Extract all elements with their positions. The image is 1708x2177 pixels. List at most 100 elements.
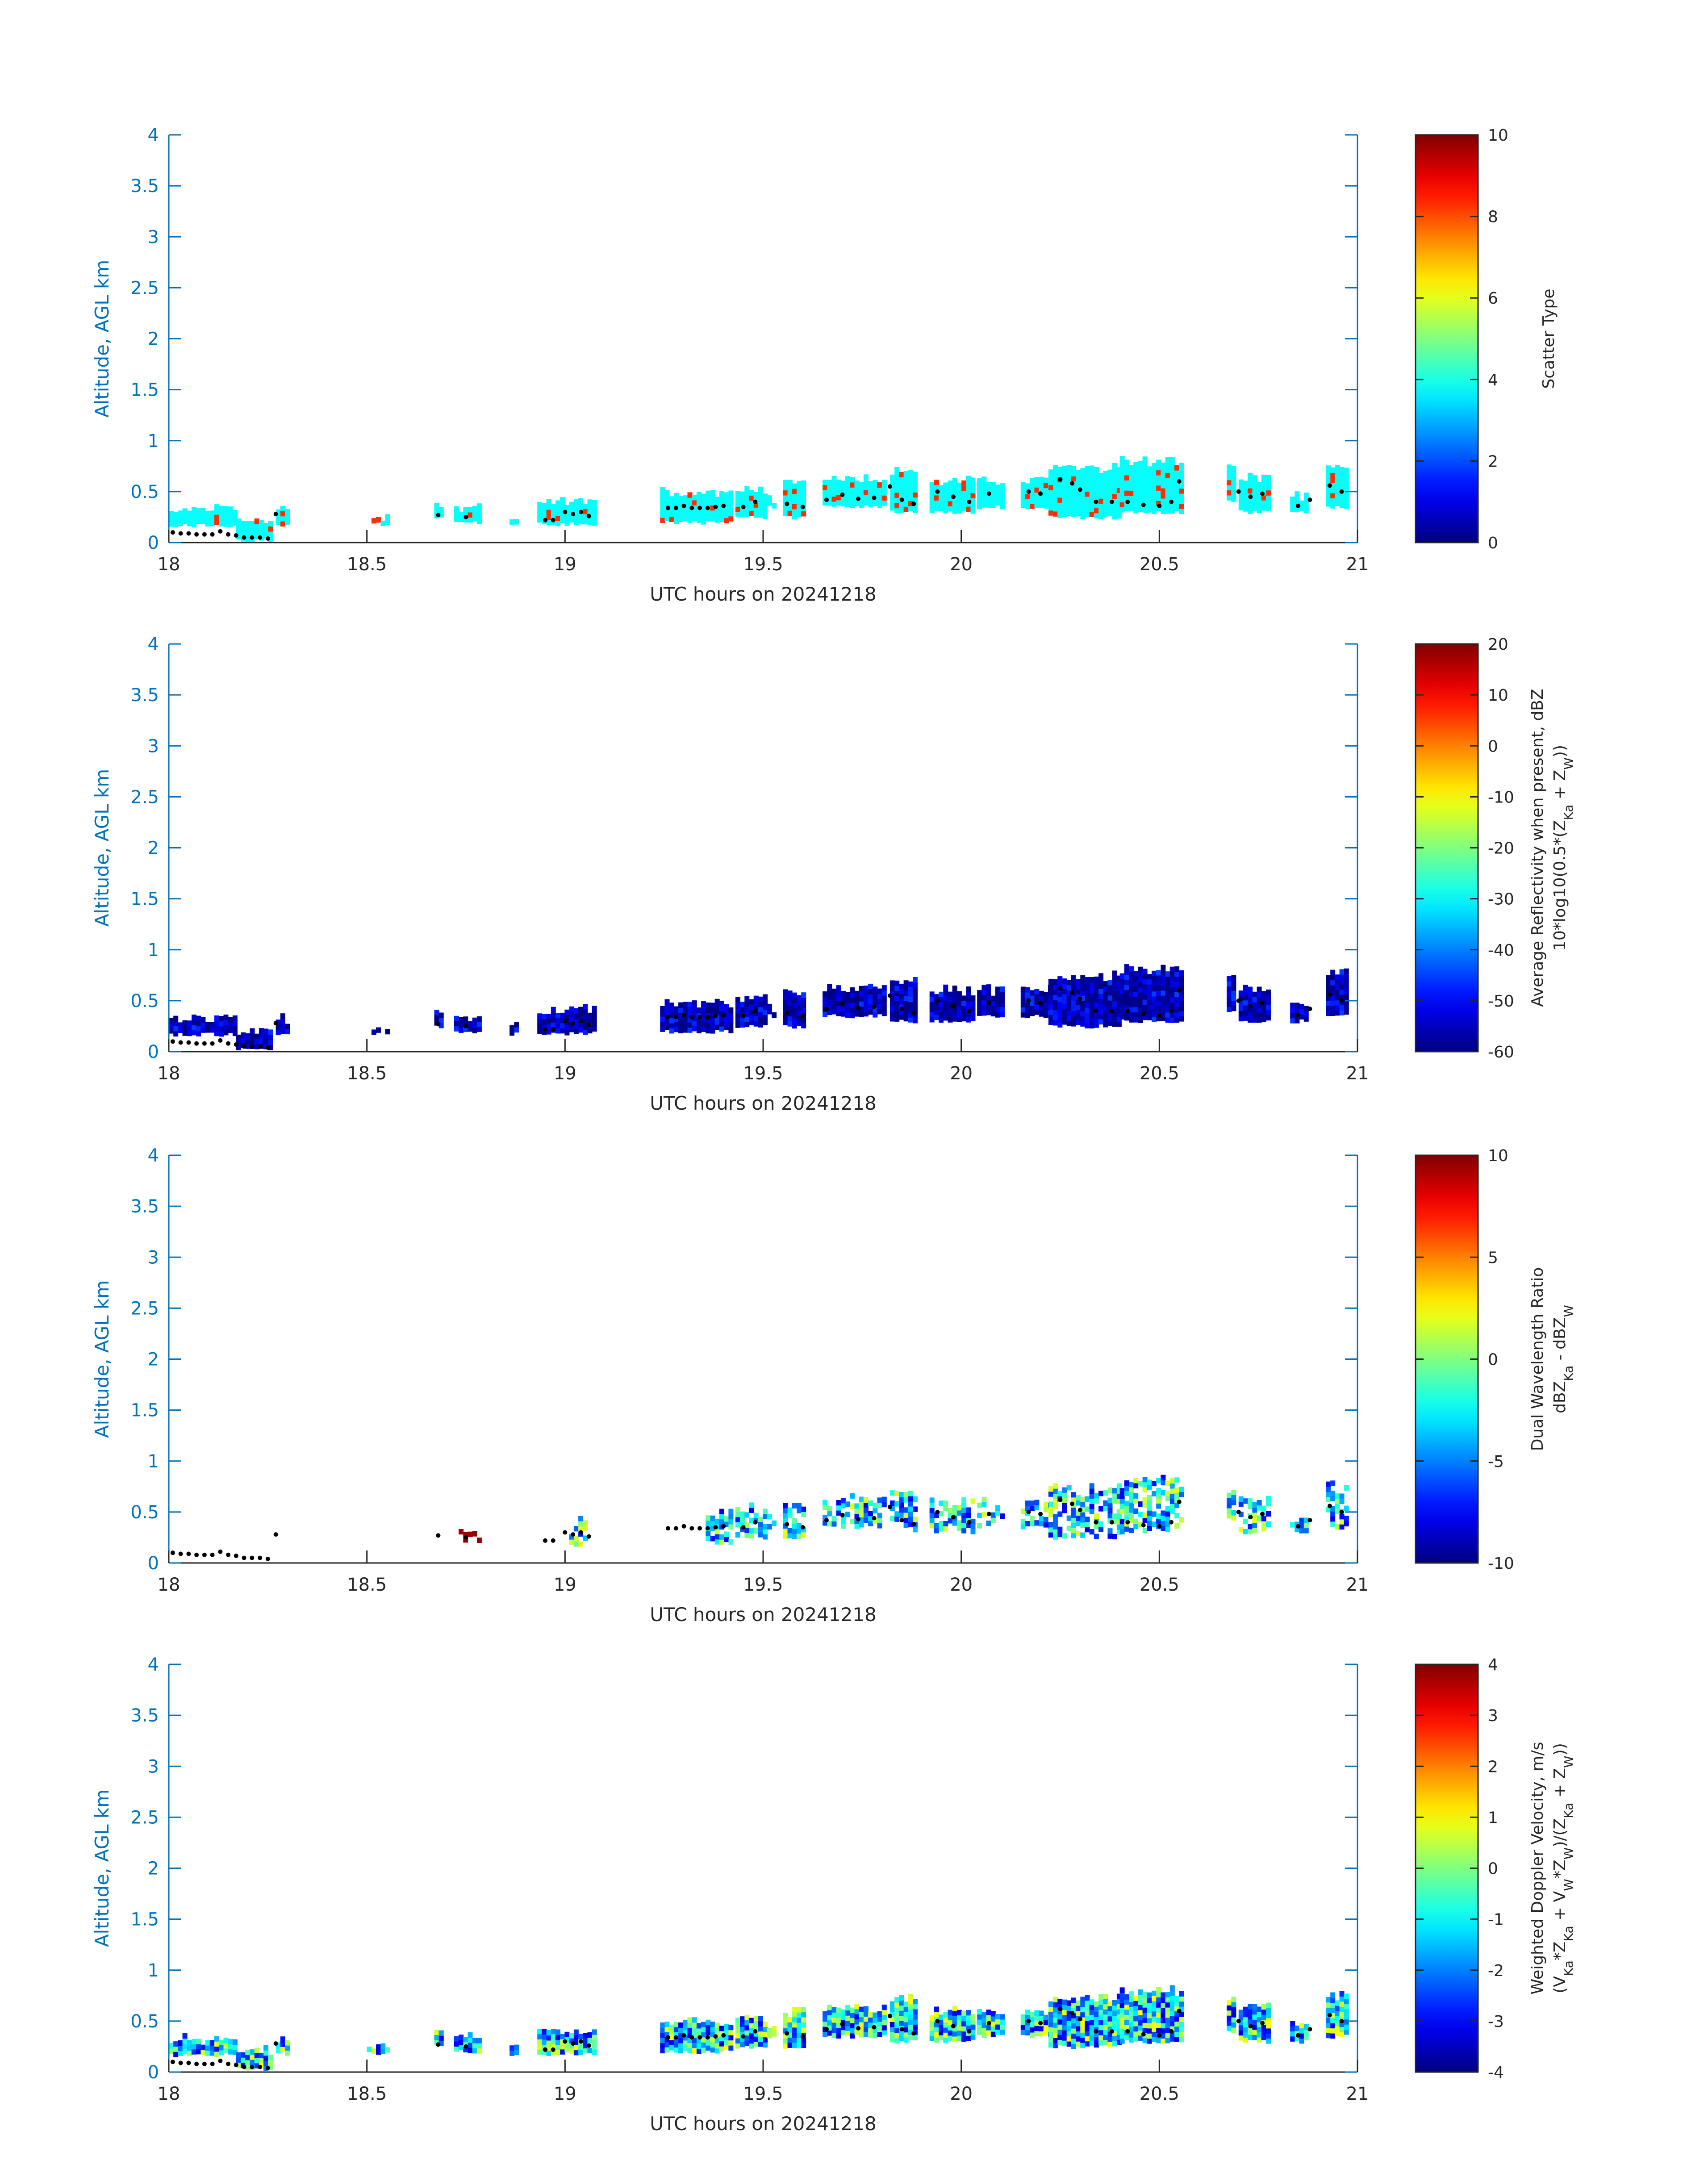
echo-cell [509,519,515,525]
echo-cell [1076,470,1081,476]
echo-cell [1339,1005,1345,1011]
echo-cell [1339,2001,1345,2007]
echo-cell [509,2050,515,2056]
echo-cell [956,1006,962,1012]
echo-cell [476,2043,482,2049]
colorbar-tick-label: 0 [1488,737,1498,756]
echo-cell [845,1002,851,1008]
centerline-point [273,2041,278,2046]
echo-cell [710,2032,715,2038]
echo-cell [1156,480,1161,486]
echo-cell [899,1507,904,1513]
echo-cell [555,2034,560,2040]
echo-cell [908,1501,913,1507]
echo-cell [836,2022,841,2028]
centerline-point [689,2035,694,2040]
echo-cell [881,1496,887,1502]
echo-cell [1330,1496,1336,1501]
echo-cell [1152,2006,1157,2012]
echo-cell [169,1028,174,1034]
echo-cell [943,990,948,995]
echo-cell [981,476,987,482]
echo-cell [894,2017,900,2023]
echo-cell [182,1025,188,1031]
echo-cell [753,2021,759,2027]
echo-cell [863,479,869,485]
echo-cell [1112,1001,1117,1007]
echo-cell [724,2044,729,2050]
echo-cell [1169,1002,1175,1008]
echo-cell [696,1023,702,1028]
echo-cell [1326,486,1331,492]
echo-cell [1266,485,1271,491]
y-tick-label: 4 [148,1655,159,1675]
echo-cell [1057,1017,1063,1023]
echo-cell [1107,1503,1113,1508]
centerline-point [1339,1509,1344,1514]
echo-cell [728,1524,734,1530]
echo-cell [1179,503,1184,509]
echo-cell [801,1527,806,1533]
echo-cell [1039,476,1044,482]
echo-cell [1330,2023,1336,2029]
echo-cell [232,1020,238,1026]
echo-cell [1129,976,1134,982]
echo-cell [1227,2000,1232,2006]
echo-cell [587,2032,593,2038]
centerline-point [785,2031,789,2036]
echo-cell [1179,1016,1184,1022]
echo-cell [831,2027,837,2033]
echo-cell [1142,979,1148,985]
echo-cell [683,506,688,511]
echo-cell [1080,509,1086,514]
echo-cell [1161,478,1166,484]
centerline-point [935,489,940,494]
echo-cell [1124,1000,1129,1006]
echo-cell [578,498,584,504]
echo-cell [735,1522,740,1528]
echo-cell [836,985,841,991]
echo-cell [1335,485,1340,491]
echo-cell [1094,997,1099,1003]
echo-cell [687,1027,693,1033]
echo-cell [1339,502,1345,508]
echo-cell [1227,464,1232,470]
echo-cell [551,2044,556,2050]
echo-cell [1330,1000,1336,1006]
echo-cell [943,2037,948,2043]
y-axis-label: Altitude, AGL km [91,1280,113,1438]
echo-cell [1129,997,1134,1003]
echo-cell [1261,474,1266,480]
echo-cell [719,2046,724,2052]
echo-cell [1112,996,1117,1002]
echo-cell [1169,992,1175,998]
echo-cell [845,1512,851,1517]
echo-cell [1062,481,1067,487]
echo-cell [753,1528,759,1534]
centerline-point [1109,1520,1114,1525]
echo-cell [908,997,913,1003]
echo-cell [1147,1485,1152,1491]
echo-cell [660,2032,665,2038]
echo-cell [913,497,918,503]
echo-cell [254,518,259,524]
echo-cell [245,536,251,542]
echo-cell [995,500,1000,506]
echo-cell [276,514,281,520]
echo-cell [687,2037,693,2043]
echo-cell [1085,1527,1090,1533]
echo-cell [1098,498,1104,504]
echo-cell [970,2019,976,2025]
echo-cell [1326,1997,1331,2003]
echo-cell [1129,1527,1134,1534]
echo-cell [995,485,1000,490]
echo-cell [1142,999,1148,1005]
echo-cell [966,991,971,997]
echo-cell [783,1015,788,1020]
echo-cell [850,1518,855,1524]
echo-cell [254,534,259,539]
echo-cell [268,536,273,542]
echo-cell [981,497,987,503]
echo-cell [169,2043,174,2049]
